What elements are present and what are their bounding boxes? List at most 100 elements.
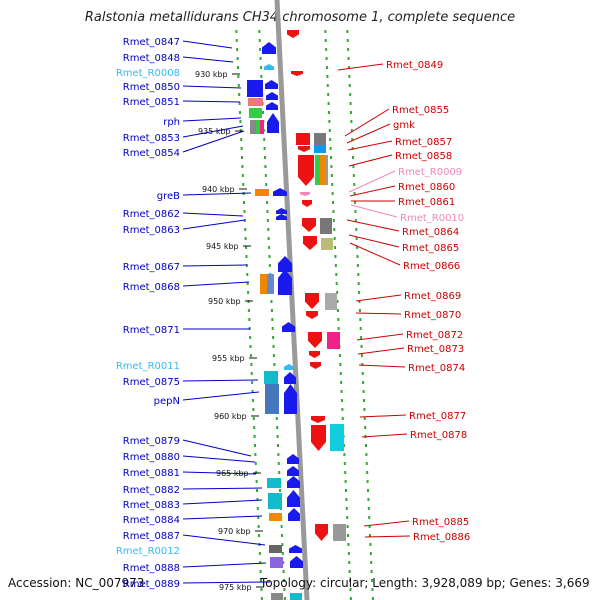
gene-label[interactable]: Rmet_0868 xyxy=(123,282,180,293)
gene-label[interactable]: Rmet_R0012 xyxy=(116,546,180,557)
track-dot xyxy=(348,561,351,564)
gene-arrow-forward xyxy=(276,214,287,220)
track-dot xyxy=(259,570,262,573)
track-dot xyxy=(272,354,275,357)
track-dot xyxy=(349,102,352,105)
label-leader-line xyxy=(182,471,257,475)
gene-label[interactable]: Rmet_0855 xyxy=(392,105,449,116)
label-leader-line xyxy=(182,100,241,103)
gene-arrow-reverse xyxy=(298,155,314,186)
gene-label[interactable]: Rmet_0857 xyxy=(395,137,452,148)
track-dot xyxy=(349,93,352,96)
gene-label[interactable]: greB xyxy=(157,191,180,202)
track-dot xyxy=(238,102,241,105)
gene-label[interactable]: Rmet_0877 xyxy=(409,411,466,422)
track-dot xyxy=(252,408,255,411)
gene-label[interactable]: Rmet_0885 xyxy=(412,517,469,528)
gene-label[interactable]: Rmet_0865 xyxy=(402,243,459,254)
track-dot xyxy=(368,516,371,519)
gene-label[interactable]: Rmet_0861 xyxy=(398,197,455,208)
gene-label[interactable]: Rmet_0889 xyxy=(123,579,180,590)
track-dot xyxy=(248,318,251,321)
track-dot xyxy=(333,228,336,231)
gene-arrow-forward xyxy=(266,92,278,100)
gene-label[interactable]: Rmet_0884 xyxy=(123,515,180,526)
gene-label[interactable]: Rmet_R0009 xyxy=(398,167,462,178)
gene-label[interactable]: Rmet_0870 xyxy=(404,310,461,321)
gene-label[interactable]: Rmet_R0011 xyxy=(116,361,180,372)
track-dot xyxy=(346,516,349,519)
gene-label[interactable]: Rmet_0874 xyxy=(408,363,465,374)
label-leader-line xyxy=(182,562,267,568)
gene-label[interactable]: Rmet_0867 xyxy=(123,262,180,273)
track-dot xyxy=(241,156,244,159)
gene-label[interactable]: Rmet_0882 xyxy=(123,485,180,496)
gene-label[interactable]: Rmet_0848 xyxy=(123,53,180,64)
track-dot xyxy=(237,84,240,87)
gene-label[interactable]: Rmet_0849 xyxy=(386,60,443,71)
gene-domain-box xyxy=(260,120,264,134)
gene-label[interactable]: Rmet_0850 xyxy=(123,82,180,93)
label-leader-line xyxy=(350,204,398,218)
gene-domain-box xyxy=(269,545,282,553)
gene-domain-box xyxy=(265,384,279,414)
gene-label[interactable]: Rmet_0847 xyxy=(123,37,180,48)
gene-domain-box xyxy=(290,593,302,600)
gene-arrow-reverse xyxy=(306,311,318,319)
track-dot xyxy=(267,228,270,231)
gene-label[interactable]: Rmet_0860 xyxy=(398,182,455,193)
track-dot xyxy=(243,210,246,213)
gene-label[interactable]: Rmet_0888 xyxy=(123,563,180,574)
gene-label[interactable]: Rmet_0854 xyxy=(123,148,180,159)
gene-label[interactable]: Rmet_0873 xyxy=(407,344,464,355)
track-dot xyxy=(329,138,332,141)
gene-label[interactable]: Rmet_R0008 xyxy=(116,68,180,79)
track-dot xyxy=(330,165,333,168)
topology-text: Topology: circular; Length: 3,928,089 bp… xyxy=(260,576,590,590)
gene-label[interactable]: Rmet_0872 xyxy=(406,330,463,341)
track-dot xyxy=(358,291,361,294)
track-dot xyxy=(236,66,239,69)
track-dot xyxy=(253,444,256,447)
gene-label[interactable]: pepN xyxy=(154,396,180,407)
track-dot xyxy=(268,255,271,258)
track-dot xyxy=(338,354,341,357)
track-dot xyxy=(331,192,334,195)
track-dot xyxy=(251,390,254,393)
gene-label[interactable]: Rmet_0875 xyxy=(123,377,180,388)
gene-label[interactable]: Rmet_0869 xyxy=(404,291,461,302)
gene-label[interactable]: Rmet_0858 xyxy=(395,151,452,162)
gene-label[interactable]: Rmet_0879 xyxy=(123,436,180,447)
gene-label[interactable]: Rmet_0862 xyxy=(123,209,180,220)
track-dot xyxy=(325,57,328,60)
gene-label[interactable]: Rmet_R0010 xyxy=(400,213,464,224)
gene-label[interactable]: Rmet_0864 xyxy=(402,227,459,238)
gene-label[interactable]: Rmet_0886 xyxy=(413,532,470,543)
gene-label[interactable]: Rmet_0863 xyxy=(123,225,180,236)
track-dot xyxy=(337,318,340,321)
gene-label[interactable]: Rmet_0853 xyxy=(123,133,180,144)
gene-label[interactable]: gmk xyxy=(393,120,415,131)
gene-label[interactable]: Rmet_0878 xyxy=(410,430,467,441)
gene-label[interactable]: Rmet_0871 xyxy=(123,325,180,336)
label-leader-line xyxy=(182,455,256,463)
track-dot xyxy=(328,120,331,123)
gene-label[interactable]: Rmet_0881 xyxy=(123,468,180,479)
track-dot xyxy=(265,183,268,186)
track-dot xyxy=(283,579,286,582)
track-dot xyxy=(239,120,242,123)
track-dot xyxy=(327,111,330,114)
kbp-tick-label: 930 kbp xyxy=(195,70,228,79)
gene-label[interactable]: Rmet_0887 xyxy=(123,531,180,542)
label-leader-line xyxy=(182,487,263,490)
gene-label[interactable]: Rmet_0883 xyxy=(123,500,180,511)
gene-label[interactable]: Rmet_0866 xyxy=(403,261,460,272)
gene-domain-box xyxy=(327,332,340,349)
gene-label[interactable]: rph xyxy=(163,117,180,128)
gene-label[interactable]: Rmet_0880 xyxy=(123,452,180,463)
track-dot xyxy=(264,174,267,177)
track-dot xyxy=(258,534,261,537)
gene-label[interactable]: Rmet_0851 xyxy=(123,97,180,108)
